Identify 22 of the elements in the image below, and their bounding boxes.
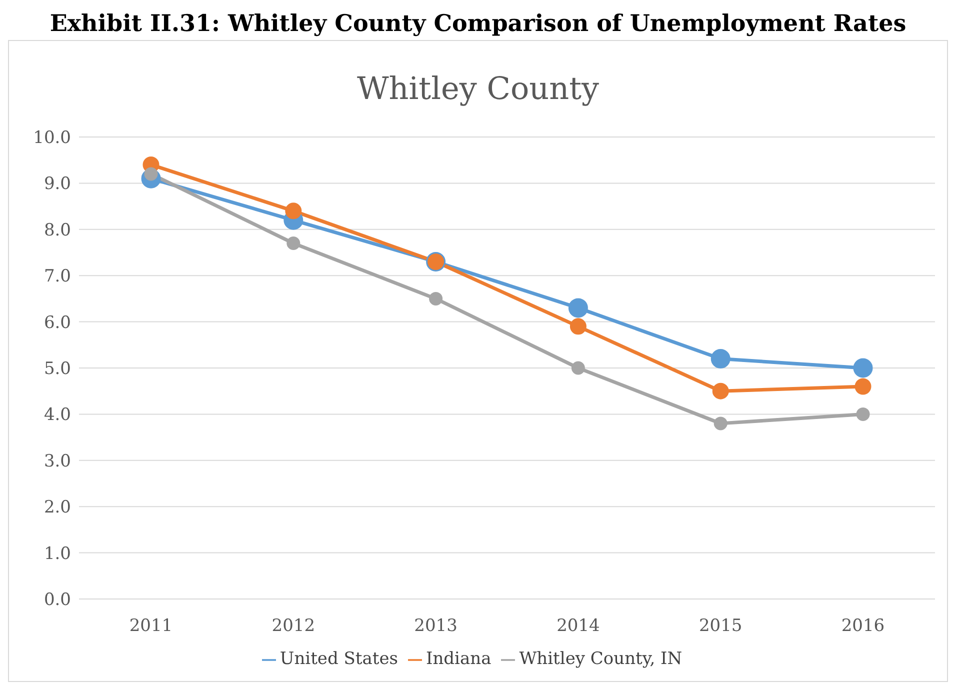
y-tick-label: 9.0	[44, 174, 71, 194]
y-tick-label: 1.0	[44, 544, 71, 564]
legend-label: United States	[280, 649, 398, 669]
chart-subtitle: Whitley County	[356, 70, 600, 109]
chart-title: Exhibit II.31: Whitley County Comparison of Unemployment Rates	[48, 9, 908, 39]
y-tick-label: 7.0	[44, 266, 71, 287]
x-tick-label: 2011	[129, 616, 173, 636]
x-tick-label: 2016	[841, 616, 885, 636]
y-tick-label: 2.0	[44, 498, 71, 518]
x-tick-label: 2013	[414, 616, 458, 636]
y-tick-label: 6.0	[44, 312, 71, 333]
y-tick-label: 3.0	[44, 451, 71, 472]
y-tick-label: 0.0	[44, 590, 71, 610]
x-tick-label: 2012	[272, 616, 316, 636]
x-tick-label: 2015	[698, 616, 742, 636]
x-tick-label: 2014	[556, 616, 600, 636]
y-tick-label: 4.0	[44, 405, 71, 426]
legend-label: Whitley County, IN	[519, 649, 682, 669]
y-tick-label: 5.0	[44, 359, 71, 380]
legend-label: Indiana	[426, 649, 492, 669]
y-tick-label: 8.0	[44, 220, 71, 240]
y-tick-label: 10.0	[33, 128, 71, 148]
